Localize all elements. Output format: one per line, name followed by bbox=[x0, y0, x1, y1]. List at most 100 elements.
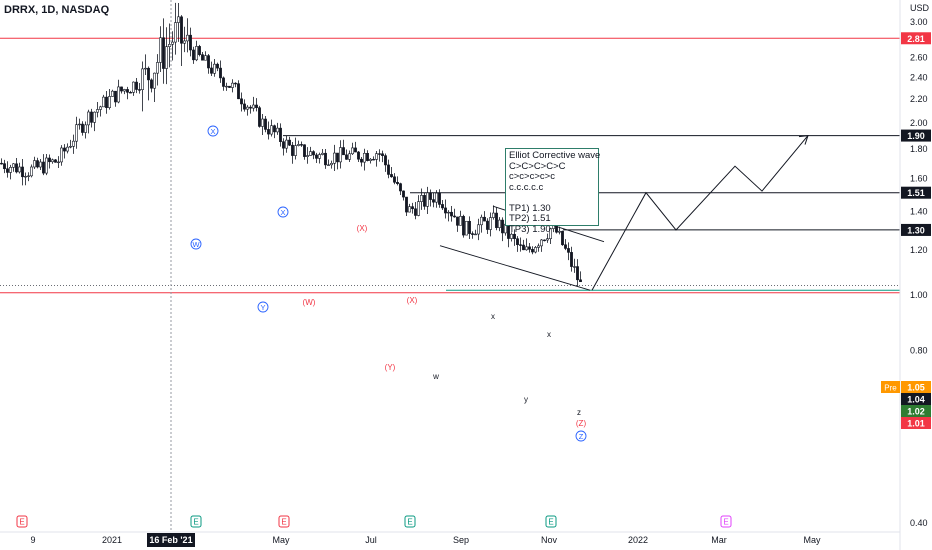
price-label-text: 2.81 bbox=[907, 34, 925, 44]
candle-body bbox=[9, 167, 11, 172]
wave-label[interactable]: Z bbox=[576, 431, 586, 441]
candle-body bbox=[228, 86, 230, 87]
candle-body bbox=[453, 216, 455, 217]
x-axis-label: Nov bbox=[541, 535, 558, 545]
elliott-annotation-box[interactable]: Elliot Corrective wave C>C>C>C>C c>c>c>c… bbox=[505, 148, 599, 226]
earnings-marker[interactable]: E bbox=[405, 516, 415, 527]
candle-body bbox=[237, 84, 239, 99]
y-axis-tick: 0.80 bbox=[910, 346, 928, 356]
candle-body bbox=[474, 234, 476, 235]
wave-label-text: (Y) bbox=[385, 363, 396, 372]
candle-body bbox=[129, 92, 131, 93]
candle-body bbox=[69, 146, 71, 147]
candle-body bbox=[390, 174, 392, 176]
candle-body bbox=[579, 280, 581, 282]
candle-body bbox=[195, 46, 197, 59]
candle-body bbox=[99, 107, 101, 110]
candle-body bbox=[156, 62, 158, 73]
wave-label-text: Z bbox=[579, 432, 584, 441]
wave-label-text: X bbox=[210, 127, 215, 136]
candle-body bbox=[45, 158, 47, 173]
symbol-title[interactable]: DRRX, 1D, NASDAQ bbox=[4, 4, 109, 16]
candle-body bbox=[144, 68, 146, 69]
candle-body bbox=[30, 167, 32, 176]
price-label-text: 1.05 bbox=[907, 383, 925, 393]
candle-body bbox=[288, 140, 290, 145]
price-label-prefix: Pre bbox=[884, 384, 897, 393]
candle bbox=[258, 106, 260, 128]
candle-body bbox=[489, 218, 491, 230]
earnings-marker[interactable]: E bbox=[721, 516, 731, 527]
y-axis-tick: 1.60 bbox=[910, 173, 928, 183]
wave-label[interactable]: X bbox=[208, 126, 218, 136]
candle-body bbox=[81, 124, 83, 132]
candle-body bbox=[468, 221, 470, 233]
candle-body bbox=[96, 109, 98, 112]
candle-body bbox=[180, 17, 182, 43]
wave-label[interactable]: (Z) bbox=[576, 419, 587, 428]
candle-body bbox=[423, 195, 425, 206]
candle-body bbox=[426, 193, 428, 206]
wave-label-text: W bbox=[192, 240, 200, 249]
candle-body bbox=[78, 124, 80, 125]
earnings-icon-text: E bbox=[19, 518, 24, 527]
candle-body bbox=[438, 193, 440, 204]
candle-body bbox=[6, 169, 8, 173]
wave-label[interactable]: (X) bbox=[407, 296, 418, 305]
y-axis-tick: 0.40 bbox=[910, 518, 928, 528]
wave-label[interactable]: W bbox=[191, 239, 201, 249]
candle-body bbox=[219, 68, 221, 78]
candle-body bbox=[273, 126, 275, 132]
earnings-marker[interactable]: E bbox=[17, 516, 27, 527]
wave-label[interactable]: z bbox=[577, 408, 581, 417]
wave-label[interactable]: x bbox=[547, 330, 551, 339]
candle-body bbox=[528, 247, 530, 249]
candle-body bbox=[231, 83, 233, 87]
candle-body bbox=[66, 147, 68, 151]
earnings-marker[interactable]: E bbox=[279, 516, 289, 527]
y-axis-tick: 2.40 bbox=[910, 72, 928, 82]
wave-label[interactable]: (Y) bbox=[385, 363, 396, 372]
candle-body bbox=[0, 163, 2, 164]
candle-body bbox=[408, 207, 410, 212]
wave-label[interactable]: (W) bbox=[303, 298, 316, 307]
price-label-text: 1.02 bbox=[907, 407, 925, 417]
earnings-marker[interactable]: E bbox=[191, 516, 201, 527]
wave-label-text: x bbox=[491, 312, 495, 321]
wave-label[interactable]: (X) bbox=[357, 224, 368, 233]
candle-body bbox=[360, 159, 362, 162]
candle-body bbox=[285, 140, 287, 148]
candle-body bbox=[321, 153, 323, 154]
candle-body bbox=[456, 217, 458, 225]
candle-body bbox=[105, 97, 107, 108]
candle-body bbox=[396, 182, 398, 183]
candle-body bbox=[90, 112, 92, 122]
candle-body bbox=[327, 165, 329, 166]
wave-label[interactable]: Y bbox=[258, 302, 268, 312]
candle-body bbox=[279, 128, 281, 142]
candle-body bbox=[534, 247, 536, 252]
wave-label-text: (W) bbox=[303, 298, 316, 307]
candle-body bbox=[405, 197, 407, 212]
wave-label[interactable]: X bbox=[278, 207, 288, 217]
candle-body bbox=[495, 213, 497, 228]
candle-body bbox=[48, 158, 50, 162]
candle-body bbox=[255, 105, 257, 108]
candle-body bbox=[444, 208, 446, 213]
wave-label-text: (Z) bbox=[576, 419, 587, 428]
candle-body bbox=[402, 191, 404, 197]
candle-body bbox=[192, 50, 194, 60]
wave-label[interactable]: x bbox=[491, 312, 495, 321]
annotation-line: TP2) 1.51 bbox=[509, 214, 595, 225]
candle-body bbox=[309, 152, 311, 156]
candle-body bbox=[42, 162, 44, 173]
earnings-marker[interactable]: E bbox=[546, 516, 556, 527]
wave-label[interactable]: w bbox=[432, 372, 439, 381]
candle-body bbox=[498, 220, 500, 228]
wave-label[interactable]: y bbox=[524, 395, 528, 404]
candle-body bbox=[372, 159, 374, 160]
candle-body bbox=[294, 146, 296, 156]
candle-body bbox=[399, 184, 401, 191]
price-label-text: 1.30 bbox=[907, 225, 925, 235]
